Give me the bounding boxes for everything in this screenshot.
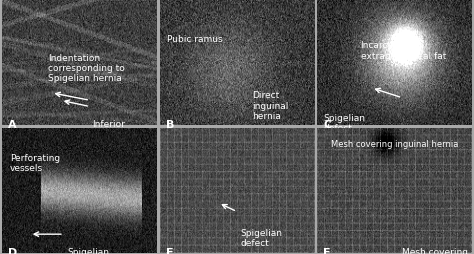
Text: F: F xyxy=(323,247,331,254)
Text: Mesh covering inguinal hernia: Mesh covering inguinal hernia xyxy=(331,139,458,148)
Text: Incarcerated
extraperitoneal fat: Incarcerated extraperitoneal fat xyxy=(361,41,446,60)
Text: Spigelian
defect: Spigelian defect xyxy=(240,228,282,247)
Text: Spigelian
defect: Spigelian defect xyxy=(323,113,365,133)
Text: Pubic ramus: Pubic ramus xyxy=(167,35,223,44)
Text: D: D xyxy=(8,247,18,254)
Text: Direct
inguinal
hernia: Direct inguinal hernia xyxy=(253,91,289,121)
Text: E: E xyxy=(166,247,173,254)
Text: A: A xyxy=(8,120,17,130)
Text: Spigelian
defect: Spigelian defect xyxy=(67,247,109,254)
Text: Indentation
corresponding to
Spigelian hernia: Indentation corresponding to Spigelian h… xyxy=(48,53,125,83)
Text: Inferior
epigastric
vessels: Inferior epigastric vessels xyxy=(92,120,137,149)
Text: C: C xyxy=(323,120,331,130)
Text: Mesh covering
Spigelian
hernia: Mesh covering Spigelian hernia xyxy=(402,247,468,254)
Text: Perforating
vessels: Perforating vessels xyxy=(9,153,60,172)
Text: B: B xyxy=(166,120,174,130)
